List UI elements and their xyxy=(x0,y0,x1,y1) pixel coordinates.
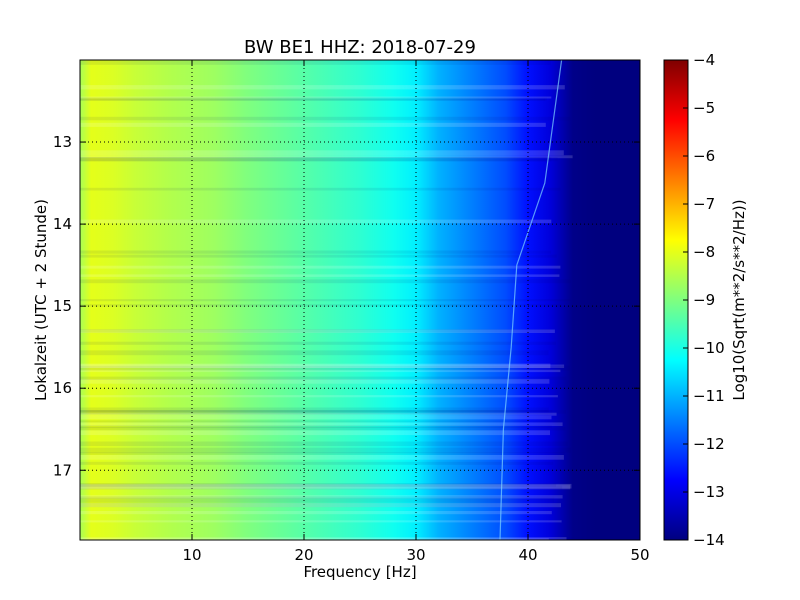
spectrogram-band xyxy=(80,96,552,99)
colorbar-tick-label: −7 xyxy=(693,195,715,213)
spectrogram-band xyxy=(80,496,555,499)
spectrogram-band xyxy=(80,407,549,413)
y-tick-label: 13 xyxy=(53,133,72,151)
y-tick-label: 17 xyxy=(53,461,72,479)
spectrogram-band xyxy=(80,155,573,159)
spectrogram-band xyxy=(80,369,561,373)
x-axis-label: Frequency [Hz] xyxy=(303,563,416,581)
x-tick-label: 40 xyxy=(518,546,537,564)
y-tick-label: 16 xyxy=(53,379,72,397)
spectrogram-band xyxy=(80,279,571,284)
y-axis: 13 14 15 16 17 xyxy=(53,133,640,479)
x-tick-label: 10 xyxy=(182,546,201,564)
colorbar: −14 −13 −12 −11 −10 −9 −8 −7 −6 −5 −4 xyxy=(663,51,725,549)
spectrogram-band xyxy=(80,537,567,540)
spectrogram-band xyxy=(80,116,571,121)
spectrogram-band xyxy=(80,441,568,447)
spectrogram-band xyxy=(80,157,552,162)
plot-frame xyxy=(79,59,641,541)
spectrogram-band xyxy=(80,461,554,465)
spectrogram-band xyxy=(80,485,563,490)
spectrogram-band xyxy=(80,376,567,380)
chart-title: BW BE1 HHZ: 2018-07-29 xyxy=(244,37,476,58)
spectrogram-band xyxy=(80,483,570,487)
spectrogram-band xyxy=(80,483,572,489)
colorbar-tick-label: −11 xyxy=(693,387,725,405)
colorbar-tick-label: −8 xyxy=(693,243,715,261)
spectrogram-band xyxy=(80,150,564,156)
spectrogram-band xyxy=(80,447,571,453)
spectrogram-band xyxy=(80,538,549,540)
spectrogram-band xyxy=(80,157,558,162)
spectrogram-band xyxy=(80,350,549,356)
colorbar-tick-label: −12 xyxy=(693,435,725,453)
spectrogram-band xyxy=(80,415,552,420)
spectrogram-band xyxy=(80,422,563,426)
spectrogram-background xyxy=(80,60,640,540)
spectrogram-band xyxy=(80,122,546,127)
colorbar-tick-label: −14 xyxy=(693,531,725,549)
spectrogram-band xyxy=(80,410,553,415)
spectrogram-band xyxy=(80,363,551,369)
x-tick-label: 50 xyxy=(630,546,649,564)
spectrogram-band xyxy=(80,98,546,101)
spectrogram-band xyxy=(80,329,551,333)
spectrogram-bands xyxy=(80,60,573,540)
spectrogram-band xyxy=(80,304,562,307)
x-tick-label: 20 xyxy=(294,546,313,564)
spectrogram-band xyxy=(80,427,566,431)
colorbar-tick-label: −9 xyxy=(693,291,715,309)
spectrogram-band xyxy=(80,520,562,523)
colorbar-label: Log10(Sqrt(m**2/s**2/Hz)) xyxy=(730,199,748,400)
spectrogram-band xyxy=(80,254,557,258)
spectrogram-band xyxy=(80,250,552,254)
spectrogram-band xyxy=(80,60,551,65)
y-axis-label: Lokalzeit (UTC + 2 Stunde) xyxy=(32,199,50,401)
spectrogram-band xyxy=(80,511,552,515)
grid-lines xyxy=(80,60,640,540)
spectrogram-band xyxy=(80,412,557,416)
spectrogram-band xyxy=(80,483,557,487)
spectrogram-trace-line xyxy=(499,60,563,540)
spectrogram-band xyxy=(80,299,571,302)
spectrogram-band xyxy=(80,85,565,90)
spectrogram-band xyxy=(80,365,570,371)
spectrogram-band xyxy=(80,502,560,508)
spectrogram-band xyxy=(80,395,558,398)
colorbar-tick-label: −5 xyxy=(693,99,715,117)
spectrogram-band xyxy=(80,425,552,429)
x-tick-label: 30 xyxy=(406,546,425,564)
spectrogram-band xyxy=(80,452,565,455)
y-tick-label: 15 xyxy=(53,297,72,315)
spectrogram-band xyxy=(80,410,566,414)
spectrogram-band xyxy=(80,484,571,490)
spectrogram-band xyxy=(80,364,565,368)
spectrogram-band xyxy=(80,187,561,191)
spectrogram-band xyxy=(80,420,560,423)
spectrogram-band xyxy=(80,274,560,277)
colorbar-tick-label: −13 xyxy=(693,483,725,501)
spectrogram-band xyxy=(80,97,547,101)
spectrogram-band xyxy=(80,430,550,436)
spectrogram-band xyxy=(80,495,563,499)
colorbar-ticks: −14 −13 −12 −11 −10 −9 −8 −7 −6 −5 −4 xyxy=(683,51,725,549)
spectrogram-band xyxy=(80,455,564,460)
spectrogram-band xyxy=(80,265,561,269)
y-tick-label: 14 xyxy=(53,215,72,233)
spectrogram-band xyxy=(80,219,552,224)
spectrogram-band xyxy=(80,378,550,384)
x-axis: 10 20 30 40 50 xyxy=(182,60,650,564)
spectrogram-band xyxy=(80,329,555,333)
spectrogram-band xyxy=(80,497,555,503)
colorbar-tick-label: −10 xyxy=(693,339,725,357)
plot-area xyxy=(79,59,641,541)
colorbar-tick-label: −6 xyxy=(693,147,715,165)
colorbar-tick-label: −4 xyxy=(693,51,715,69)
spectrogram-band xyxy=(80,503,561,508)
spectrogram-band xyxy=(80,341,556,345)
